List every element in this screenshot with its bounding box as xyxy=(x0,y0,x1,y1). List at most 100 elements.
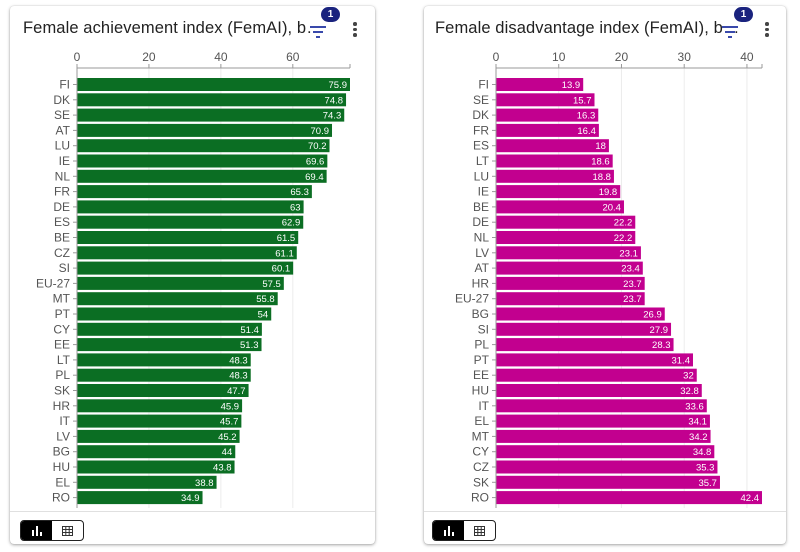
chart-view-button[interactable] xyxy=(433,521,464,540)
bar-value-label: 23.7 xyxy=(623,294,642,305)
y-category-label: PL xyxy=(474,338,489,352)
bar[interactable] xyxy=(496,429,711,443)
bar[interactable] xyxy=(496,491,763,505)
bar[interactable] xyxy=(496,460,718,474)
bar[interactable] xyxy=(496,292,645,306)
bar-value-label: 75.9 xyxy=(329,80,348,91)
bar-value-label: 51.3 xyxy=(240,340,259,351)
y-category-label: EL xyxy=(55,475,70,489)
bar[interactable] xyxy=(496,322,672,336)
bar[interactable] xyxy=(496,307,665,321)
bar[interactable] xyxy=(77,185,312,199)
bar[interactable] xyxy=(77,475,217,489)
bar[interactable] xyxy=(496,154,613,168)
bar[interactable] xyxy=(496,368,697,382)
y-category-label: EE xyxy=(473,368,489,382)
y-category-label: SK xyxy=(473,475,489,489)
bar[interactable] xyxy=(77,384,249,397)
x-tick-label: 10 xyxy=(552,50,566,64)
bar[interactable] xyxy=(77,93,347,107)
bar[interactable] xyxy=(496,185,621,199)
y-category-label: CY xyxy=(53,322,70,336)
bar-value-label: 23.4 xyxy=(621,264,640,275)
table-icon xyxy=(62,525,73,536)
bar[interactable] xyxy=(496,123,599,137)
x-tick-label: 20 xyxy=(142,50,156,64)
bar[interactable] xyxy=(77,276,284,290)
bar[interactable] xyxy=(77,261,294,275)
bar-value-label: 48.3 xyxy=(229,371,248,382)
bar[interactable] xyxy=(496,139,609,153)
bar[interactable] xyxy=(496,475,720,489)
bar[interactable] xyxy=(496,231,636,244)
y-category-label: FR xyxy=(54,185,70,199)
bar[interactable] xyxy=(77,399,243,413)
bar-value-label: 20.4 xyxy=(602,202,621,213)
bar[interactable] xyxy=(77,200,304,214)
bar[interactable] xyxy=(77,460,235,474)
bar-value-label: 70.9 xyxy=(311,126,330,137)
bar[interactable] xyxy=(77,231,299,244)
view-toggle xyxy=(20,520,84,541)
bar[interactable] xyxy=(77,139,330,153)
bar[interactable] xyxy=(496,445,715,459)
y-category-label: HU xyxy=(472,384,489,398)
y-category-label: SI xyxy=(478,322,489,336)
table-view-button[interactable] xyxy=(464,521,495,540)
y-category-label: LV xyxy=(475,246,489,260)
bar[interactable] xyxy=(77,123,333,137)
bar-value-label: 55.8 xyxy=(256,294,275,305)
bar-value-label: 32.8 xyxy=(680,386,699,397)
y-category-label: SE xyxy=(473,93,489,107)
bar[interactable] xyxy=(496,200,624,214)
bar[interactable] xyxy=(496,108,599,122)
bar-value-label: 57.5 xyxy=(262,279,281,290)
bar[interactable] xyxy=(77,169,327,183)
bar[interactable] xyxy=(77,491,203,505)
bar[interactable] xyxy=(77,307,272,321)
bar[interactable] xyxy=(77,322,262,336)
more-options-button[interactable] xyxy=(762,20,772,40)
bar[interactable] xyxy=(496,384,702,397)
bar[interactable] xyxy=(496,78,584,91)
card-title: Female achievement index (FemAI), b… xyxy=(23,19,323,37)
bar[interactable] xyxy=(496,261,643,275)
bar[interactable] xyxy=(496,414,710,428)
bar[interactable] xyxy=(77,154,328,168)
bar[interactable] xyxy=(77,414,242,428)
footer-divider xyxy=(10,511,375,512)
bar[interactable] xyxy=(77,215,304,229)
y-category-label: EU-27 xyxy=(455,292,489,306)
bar[interactable] xyxy=(77,78,351,91)
y-category-label: DK xyxy=(53,93,70,107)
bar-value-label: 33.6 xyxy=(685,401,704,412)
bar[interactable] xyxy=(496,169,614,183)
more-options-button[interactable] xyxy=(350,20,360,40)
y-category-label: DE xyxy=(472,215,489,229)
filter-icon xyxy=(722,26,738,38)
bar[interactable] xyxy=(77,292,278,306)
filter-button[interactable] xyxy=(721,22,739,40)
y-category-label: EU-27 xyxy=(36,276,70,290)
bar[interactable] xyxy=(496,399,707,413)
chart-view-button[interactable] xyxy=(21,521,52,540)
bar[interactable] xyxy=(77,445,236,459)
bar-value-label: 48.3 xyxy=(229,355,248,366)
bar-chart-icon xyxy=(31,525,42,536)
bar[interactable] xyxy=(77,338,262,352)
bar[interactable] xyxy=(77,429,240,443)
filter-button[interactable] xyxy=(309,22,327,40)
bar[interactable] xyxy=(496,338,674,352)
bar[interactable] xyxy=(496,246,641,260)
y-category-label: BE xyxy=(473,200,489,214)
bar[interactable] xyxy=(77,246,297,260)
bar[interactable] xyxy=(77,368,251,382)
table-view-button[interactable] xyxy=(52,521,83,540)
bar[interactable] xyxy=(496,93,595,107)
bar[interactable] xyxy=(496,353,693,367)
bar[interactable] xyxy=(77,353,251,367)
bar[interactable] xyxy=(496,215,636,229)
bar[interactable] xyxy=(496,276,645,290)
bar-value-label: 69.6 xyxy=(306,157,325,168)
bar[interactable] xyxy=(77,108,345,122)
